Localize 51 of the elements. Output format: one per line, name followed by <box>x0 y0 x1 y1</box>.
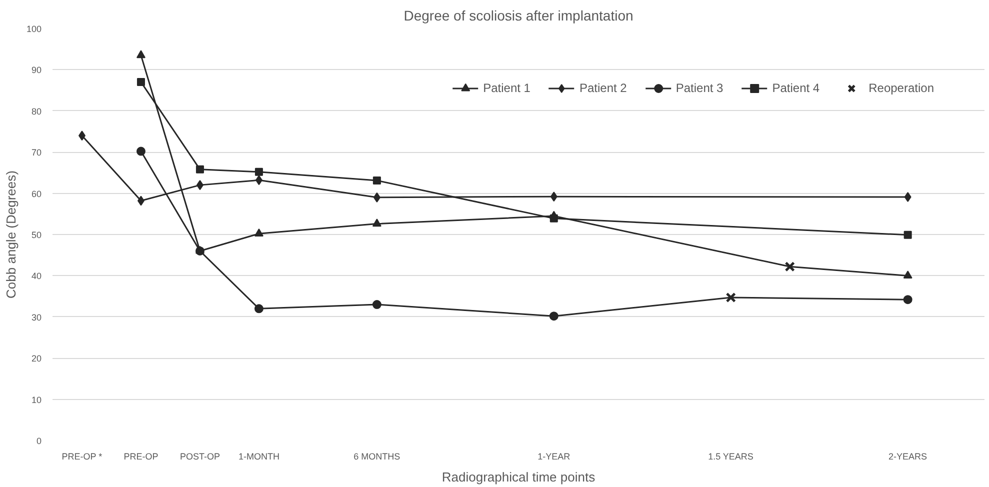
point <box>549 312 558 321</box>
point <box>137 196 144 206</box>
point <box>136 146 146 156</box>
point <box>196 180 204 190</box>
point <box>904 230 912 239</box>
y-tick-label: 10 <box>31 394 42 405</box>
x-tick-label: 1-YEAR <box>538 452 571 462</box>
point <box>372 176 381 185</box>
legend-label: Patient 4 <box>772 81 820 95</box>
y-tick-label: 90 <box>31 65 42 76</box>
point <box>196 165 204 174</box>
x-tick-label: PRE-OP * <box>62 452 103 462</box>
x-tick-label: 1-MONTH <box>238 452 280 462</box>
y-tick-label: 0 <box>36 436 42 446</box>
point <box>372 218 382 227</box>
legend-label: Patient 2 <box>579 81 627 95</box>
point <box>136 78 145 86</box>
x-tick-label: 2-YEARS <box>888 452 928 462</box>
point <box>903 270 912 279</box>
x-tick-label: 1.5 YEARS <box>708 452 754 462</box>
point <box>904 192 912 202</box>
point <box>255 175 262 186</box>
point <box>726 292 736 303</box>
x-tick-label: POST-OP <box>180 452 220 462</box>
point <box>78 130 86 141</box>
point <box>550 214 558 222</box>
legend-label: Reoperation <box>868 81 934 95</box>
x-tick-label: PRE-OP <box>124 452 158 462</box>
y-tick-label: 40 <box>31 271 42 282</box>
point <box>254 168 263 176</box>
y-tick-label: 70 <box>31 148 42 158</box>
point <box>254 228 264 236</box>
y-tick-label: 60 <box>31 188 42 199</box>
point <box>550 192 558 202</box>
point <box>372 300 382 310</box>
point <box>784 261 795 272</box>
y-tick-label: 50 <box>31 230 42 240</box>
y-axis-title: Cobb angle (Degrees) <box>3 170 18 298</box>
y-tick-label: 30 <box>31 312 42 322</box>
legend-label: Patient 3 <box>676 81 724 95</box>
chart-title: Degree of scoliosis after implantation <box>404 8 634 24</box>
point <box>373 192 380 202</box>
x-axis-title: Radiographical time points <box>442 470 596 484</box>
legend-label: Patient 1 <box>483 81 530 95</box>
y-tick-label: 80 <box>31 106 42 116</box>
y-tick-label: 20 <box>31 354 42 364</box>
y-tick-label: 100 <box>26 24 42 34</box>
point <box>254 304 264 314</box>
point <box>903 295 912 304</box>
point <box>136 50 146 58</box>
x-tick-label: 6 MONTHS <box>354 452 400 462</box>
